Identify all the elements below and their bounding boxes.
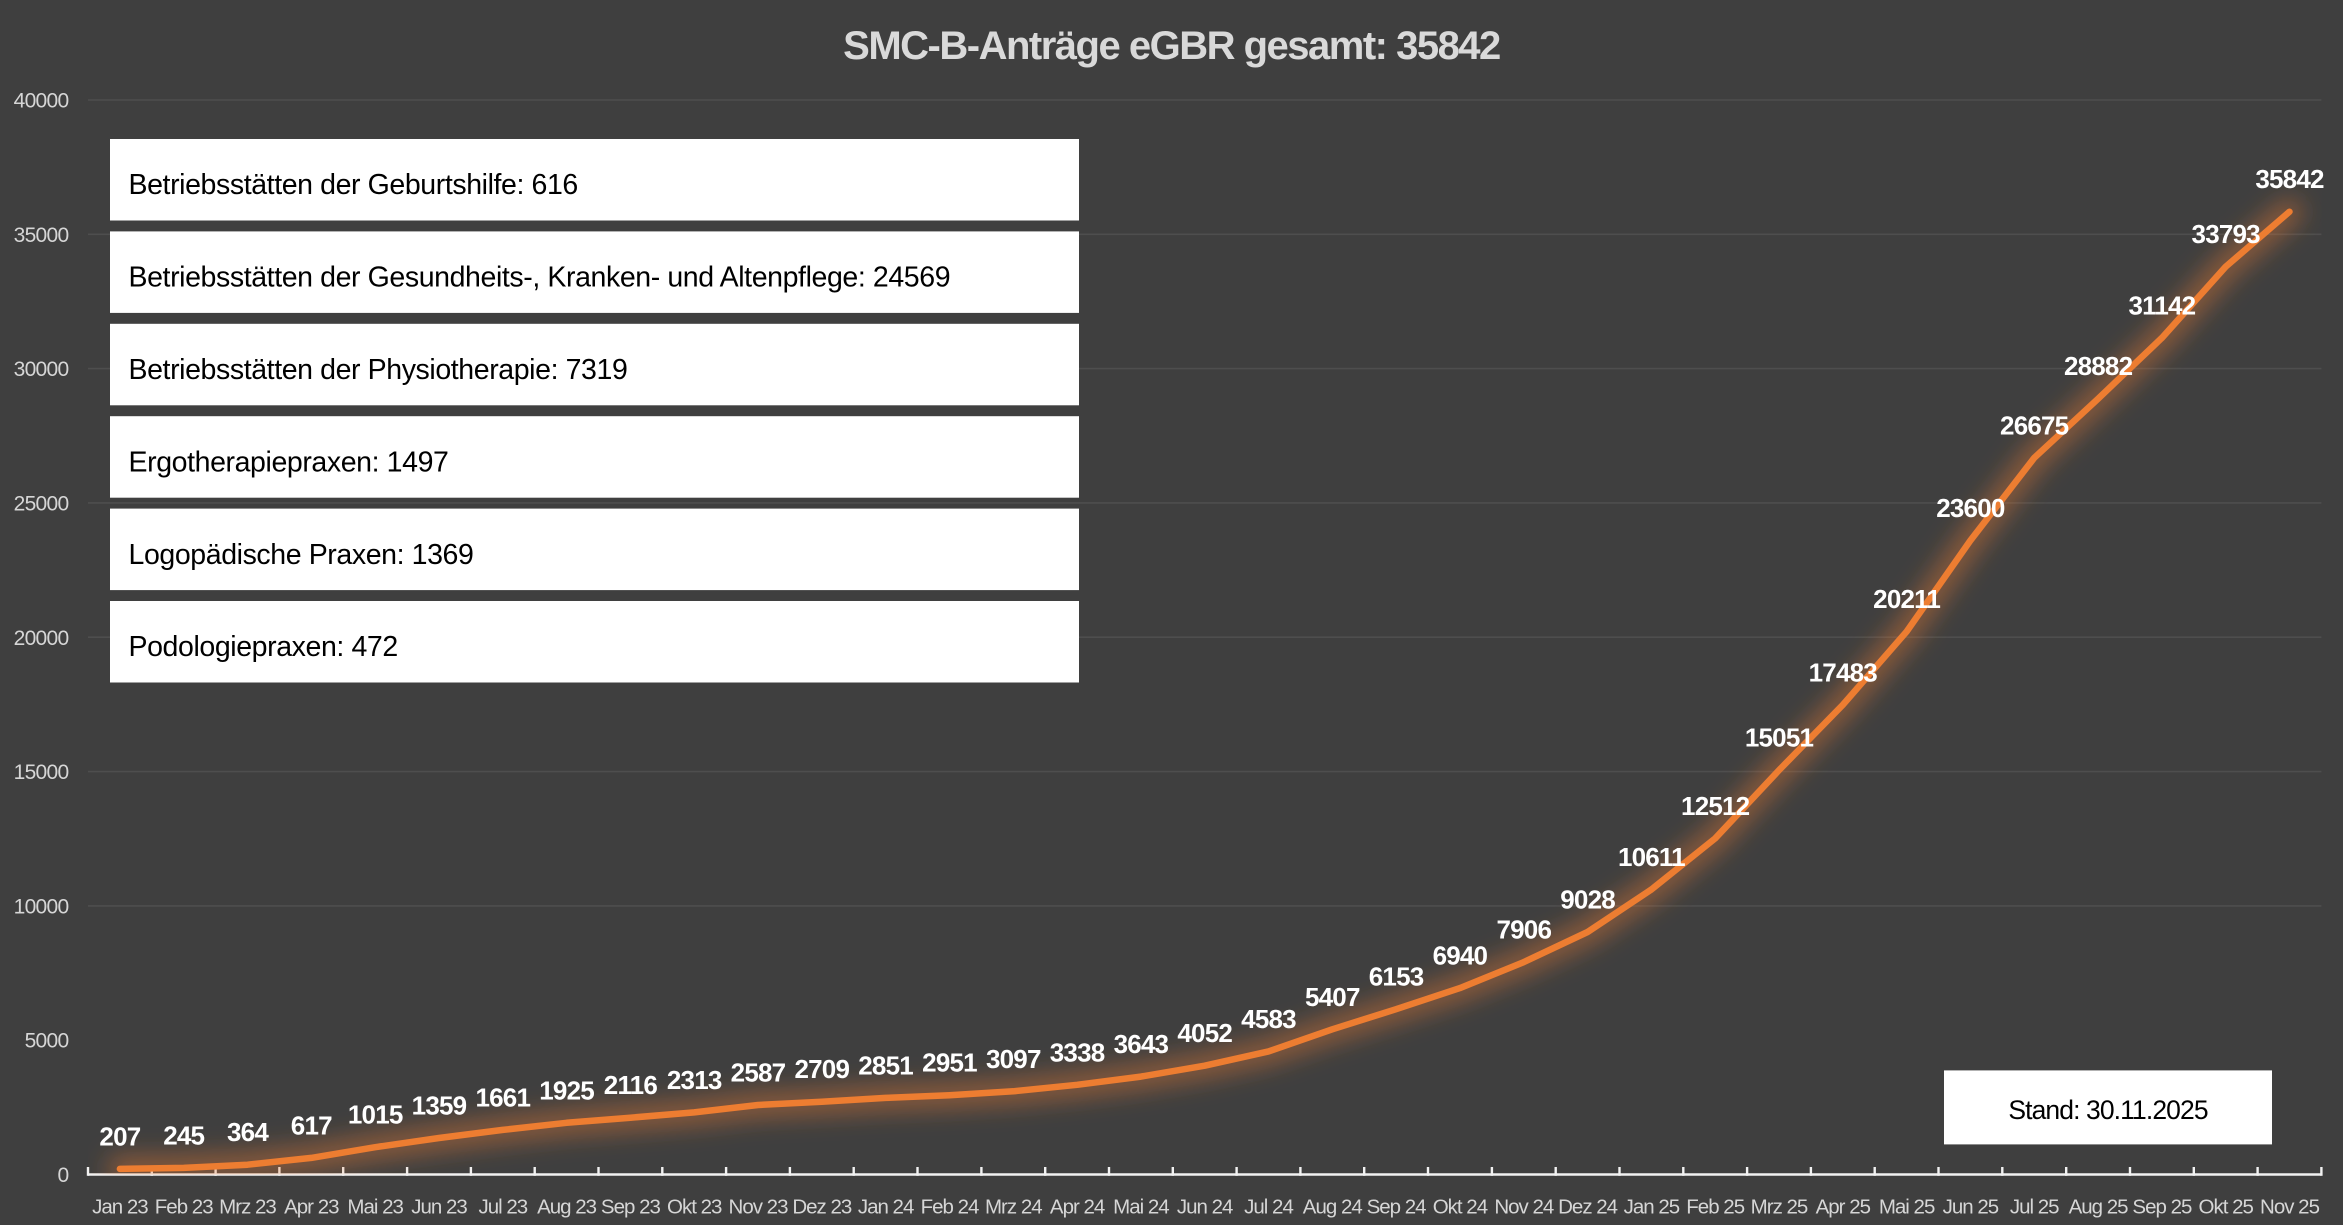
svg-text:3338: 3338 xyxy=(1050,1037,1105,1067)
svg-text:Betriebsstätten der Gesundheit: Betriebsstätten der Gesundheits-, Kranke… xyxy=(129,262,951,294)
svg-text:Nov 24: Nov 24 xyxy=(1494,1196,1554,1219)
svg-text:364: 364 xyxy=(227,1117,269,1147)
svg-text:28882: 28882 xyxy=(2064,351,2133,381)
svg-text:1359: 1359 xyxy=(412,1091,467,1121)
svg-text:Feb 23: Feb 23 xyxy=(155,1196,213,1219)
svg-text:SMC-B-Anträge eGBR gesamt: 358: SMC-B-Anträge eGBR gesamt: 35842 xyxy=(843,24,1500,68)
svg-text:Mai 24: Mai 24 xyxy=(1113,1196,1169,1219)
svg-text:3643: 3643 xyxy=(1114,1029,1169,1059)
svg-text:35842: 35842 xyxy=(2255,164,2324,194)
svg-text:Mai 25: Mai 25 xyxy=(1879,1196,1935,1219)
svg-text:15000: 15000 xyxy=(14,761,69,784)
svg-text:Okt 23: Okt 23 xyxy=(667,1196,722,1219)
svg-text:Mrz 24: Mrz 24 xyxy=(985,1196,1042,1219)
svg-text:Jun 23: Jun 23 xyxy=(411,1196,467,1219)
svg-text:Podologiepraxen: 472: Podologiepraxen: 472 xyxy=(129,631,398,663)
svg-text:30000: 30000 xyxy=(14,358,69,381)
svg-text:Jan 24: Jan 24 xyxy=(858,1196,914,1219)
svg-text:Jun 24: Jun 24 xyxy=(1177,1196,1233,1219)
svg-text:1661: 1661 xyxy=(475,1082,530,1112)
svg-text:Jun 25: Jun 25 xyxy=(1943,1196,1999,1219)
svg-text:0: 0 xyxy=(58,1164,69,1187)
svg-text:Mrz 23: Mrz 23 xyxy=(219,1196,276,1219)
svg-text:2951: 2951 xyxy=(922,1048,977,1078)
svg-text:4583: 4583 xyxy=(1241,1004,1296,1034)
svg-text:Jan 23: Jan 23 xyxy=(92,1196,148,1219)
svg-text:3097: 3097 xyxy=(986,1044,1041,1074)
svg-text:12512: 12512 xyxy=(1681,791,1750,821)
svg-text:26675: 26675 xyxy=(2000,410,2069,440)
svg-text:40000: 40000 xyxy=(14,90,69,113)
svg-text:Jul 25: Jul 25 xyxy=(2010,1196,2059,1219)
svg-text:15051: 15051 xyxy=(1745,723,1814,753)
svg-text:Jan 25: Jan 25 xyxy=(1624,1196,1680,1219)
svg-text:2709: 2709 xyxy=(794,1054,849,1084)
svg-text:Mai 23: Mai 23 xyxy=(347,1196,403,1219)
svg-text:Sep 25: Sep 25 xyxy=(2132,1196,2192,1219)
svg-text:Feb 24: Feb 24 xyxy=(921,1196,979,1219)
svg-text:10000: 10000 xyxy=(14,895,69,918)
svg-text:Okt 25: Okt 25 xyxy=(2199,1196,2254,1219)
svg-text:Feb 25: Feb 25 xyxy=(1686,1196,1744,1219)
svg-text:2587: 2587 xyxy=(731,1058,786,1088)
svg-text:245: 245 xyxy=(163,1120,204,1150)
svg-text:Aug 25: Aug 25 xyxy=(2069,1196,2129,1219)
svg-text:33793: 33793 xyxy=(2192,219,2261,249)
svg-text:25000: 25000 xyxy=(14,492,69,515)
svg-text:Aug 23: Aug 23 xyxy=(537,1196,597,1219)
svg-text:5407: 5407 xyxy=(1305,982,1360,1012)
svg-text:Aug 24: Aug 24 xyxy=(1303,1196,1363,1219)
svg-text:Dez 23: Dez 23 xyxy=(792,1196,852,1219)
svg-text:Ergotherapiepraxen: 1497: Ergotherapiepraxen: 1497 xyxy=(129,447,449,479)
svg-text:2116: 2116 xyxy=(604,1070,658,1100)
svg-text:1015: 1015 xyxy=(348,1100,403,1130)
svg-text:Nov 25: Nov 25 xyxy=(2260,1196,2320,1219)
svg-text:Logopädische Praxen: 1369: Logopädische Praxen: 1369 xyxy=(129,539,474,571)
svg-text:Apr 23: Apr 23 xyxy=(284,1196,339,1219)
svg-text:23600: 23600 xyxy=(1936,493,2005,523)
svg-text:5000: 5000 xyxy=(25,1030,69,1053)
svg-text:1925: 1925 xyxy=(539,1075,594,1105)
svg-text:Mrz 25: Mrz 25 xyxy=(1751,1196,1808,1219)
svg-text:9028: 9028 xyxy=(1560,885,1615,915)
svg-text:4052: 4052 xyxy=(1177,1018,1232,1048)
svg-text:Nov 23: Nov 23 xyxy=(729,1196,789,1219)
svg-text:Jul 23: Jul 23 xyxy=(478,1196,527,1219)
svg-text:31142: 31142 xyxy=(2128,290,2195,320)
svg-text:20000: 20000 xyxy=(14,627,69,650)
svg-text:207: 207 xyxy=(99,1121,140,1151)
svg-text:2313: 2313 xyxy=(667,1065,722,1095)
svg-text:Betriebsstätten der Physiother: Betriebsstätten der Physiotherapie: 7319 xyxy=(129,354,628,386)
svg-text:617: 617 xyxy=(291,1110,332,1140)
svg-text:Apr 25: Apr 25 xyxy=(1816,1196,1871,1219)
svg-text:Jul 24: Jul 24 xyxy=(1244,1196,1293,1219)
svg-text:Dez 24: Dez 24 xyxy=(1558,1196,1618,1219)
svg-text:2851: 2851 xyxy=(858,1050,913,1080)
svg-text:Okt 24: Okt 24 xyxy=(1433,1196,1488,1219)
svg-text:7906: 7906 xyxy=(1496,915,1551,945)
svg-text:Sep 24: Sep 24 xyxy=(1367,1196,1427,1219)
svg-text:Apr 24: Apr 24 xyxy=(1050,1196,1105,1219)
svg-text:10611: 10611 xyxy=(1618,842,1685,872)
svg-text:6940: 6940 xyxy=(1433,941,1488,971)
svg-text:Sep 23: Sep 23 xyxy=(601,1196,661,1219)
svg-text:Betriebsstätten der Geburtshil: Betriebsstätten der Geburtshilfe: 616 xyxy=(129,169,578,201)
svg-text:17483: 17483 xyxy=(1809,657,1878,687)
svg-text:6153: 6153 xyxy=(1369,962,1424,992)
svg-text:35000: 35000 xyxy=(14,224,69,247)
svg-text:Stand: 30.11.2025: Stand: 30.11.2025 xyxy=(2008,1095,2208,1125)
svg-text:20211: 20211 xyxy=(1873,584,1940,614)
